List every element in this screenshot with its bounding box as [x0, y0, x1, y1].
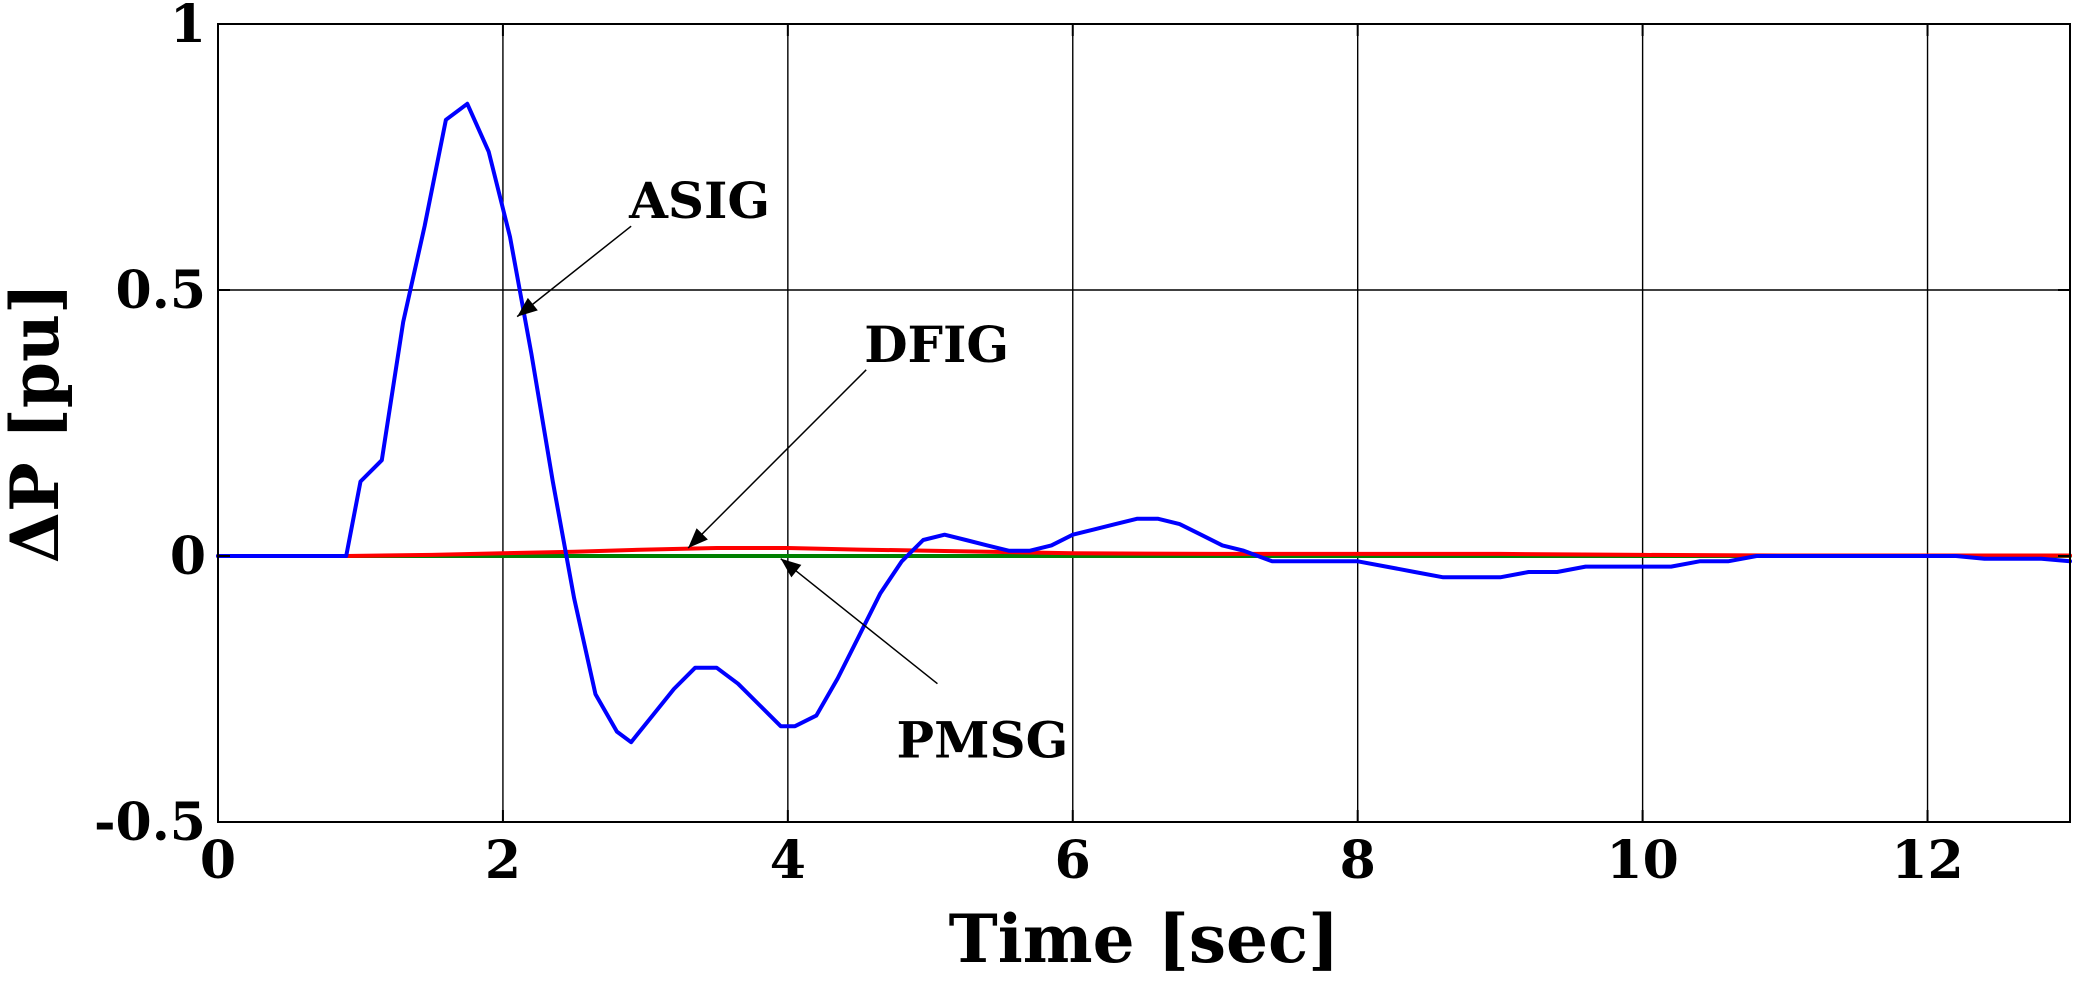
annotation-arrowhead [517, 297, 538, 317]
y-tick-label: 0.5 [116, 260, 206, 321]
x-tick-label: 6 [1055, 830, 1091, 891]
plot-frame [217, 23, 2071, 823]
series-line-asig [216, 101, 2072, 745]
annotation-arrowhead [688, 528, 708, 549]
y-tick-label: 1 [170, 0, 206, 55]
annotation-arrowhead [780, 558, 802, 578]
y-tick-label: -0.5 [94, 792, 206, 853]
series-line-dfig [216, 546, 2072, 558]
annotation-label-dfig: DFIG [864, 315, 1009, 374]
annotation-layer: ASIG DFIG PMSG [516, 171, 1069, 770]
annotation-arrow-line [516, 225, 632, 318]
x-tick-label: 8 [1340, 830, 1376, 891]
annotation-arrow-line [687, 369, 867, 549]
x-tick-label: 2 [485, 830, 521, 891]
annotation-arrow-line [780, 558, 938, 685]
grid-layer [218, 24, 2070, 822]
series-layer [216, 101, 2072, 745]
annotation-label-asig: ASIG [628, 171, 770, 230]
x-tick-label: 10 [1606, 830, 1678, 891]
x-tick-label: 4 [770, 830, 806, 891]
x-axis-title: Time [sec] [949, 900, 1340, 978]
x-tick-label: 12 [1891, 830, 1963, 891]
tick-layer: 0 2 4 6 8 10 12-0.500.51 [94, 0, 2070, 891]
y-axis-title: ΔP [pu] [0, 283, 74, 563]
y-tick-label: 0 [170, 526, 206, 587]
x-tick-label: 0 [200, 830, 236, 891]
annotation-label-pmsg: PMSG [897, 711, 1069, 770]
